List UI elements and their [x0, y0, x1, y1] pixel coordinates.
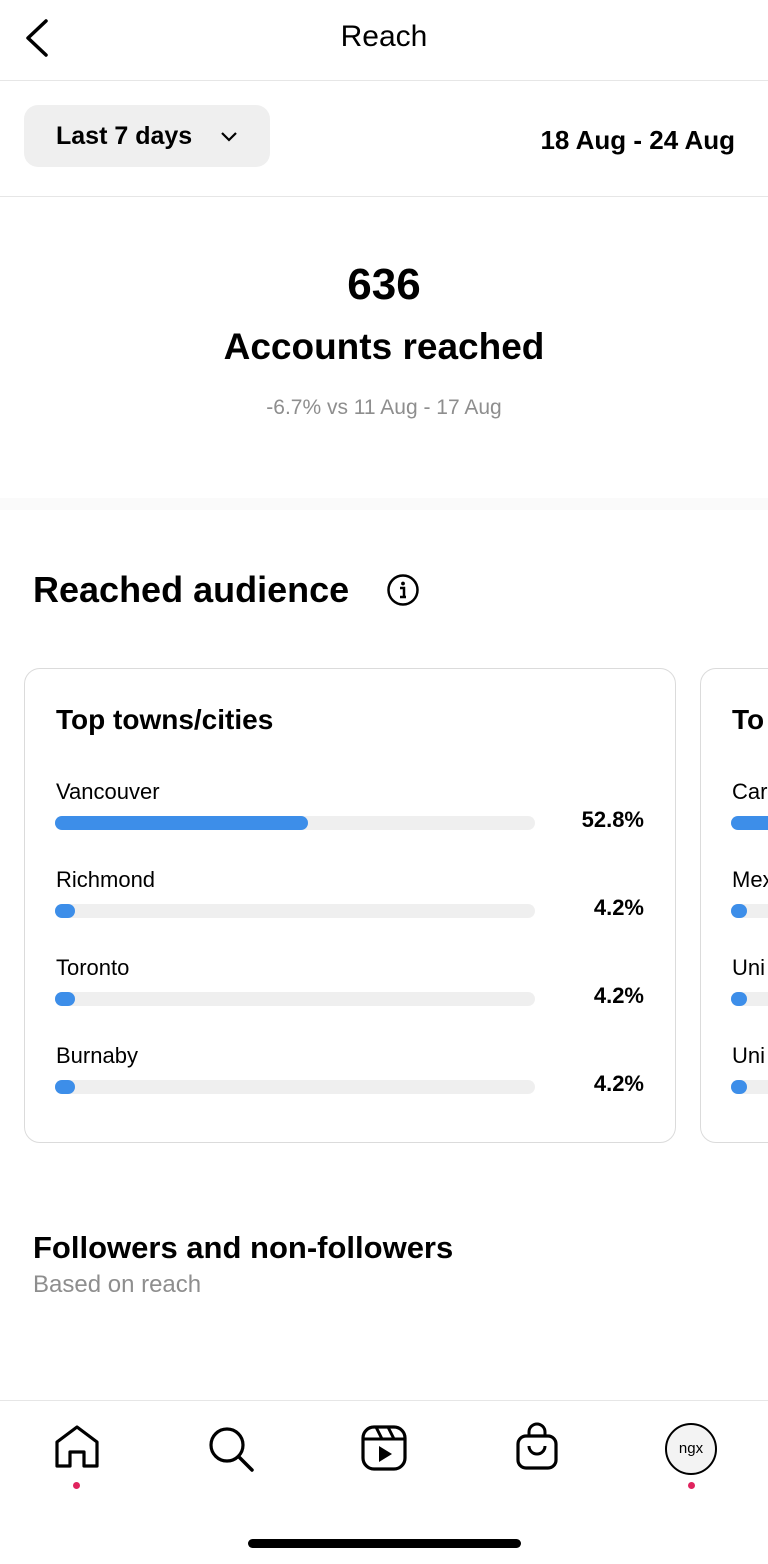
- notification-dot: [73, 1482, 80, 1489]
- date-range: 18 Aug - 24 Aug: [540, 125, 735, 155]
- profile-tab[interactable]: ngx: [665, 1423, 717, 1475]
- section-gap: [0, 498, 768, 510]
- city-name: Toronto: [56, 955, 130, 980]
- city-percent: 4.2%: [593, 983, 644, 1008]
- bar: [55, 1080, 76, 1094]
- bar: [55, 992, 76, 1006]
- bar-track: [55, 816, 535, 830]
- row-name: Uni: [732, 1043, 766, 1068]
- notification-dot: [688, 1482, 695, 1489]
- chevron: [221, 132, 237, 142]
- home-tab[interactable]: [52, 1424, 102, 1470]
- reach-count: 636: [347, 260, 421, 309]
- followers-subtitle: Based on reach: [33, 1271, 202, 1298]
- card-title: To: [732, 704, 765, 735]
- period-selector[interactable]: Last 7 days: [24, 105, 270, 167]
- card-title: Top towns/cities: [56, 704, 274, 735]
- reels-tab[interactable]: [360, 1424, 408, 1472]
- search-tab[interactable]: [206, 1424, 256, 1474]
- shop-tab[interactable]: [514, 1422, 560, 1472]
- comparison: -6.7% vs 11 Aug - 17 Aug: [266, 396, 502, 419]
- row-name: Uni: [732, 955, 766, 980]
- row-name: Mex: [732, 867, 768, 892]
- next-card[interactable]: To Car Mex Uni Uni: [700, 668, 768, 1143]
- divider: [0, 80, 768, 81]
- city-name: Richmond: [56, 867, 156, 892]
- city-percent: 4.2%: [593, 1071, 644, 1096]
- bar-fill: [731, 904, 747, 918]
- cities-card: Top towns/cities Vancouver 52.8% Richmond 4…: [24, 668, 676, 1143]
- home-indicator: [248, 1539, 521, 1548]
- bar-track: [731, 816, 768, 830]
- bar: [55, 904, 76, 918]
- city-name: Vancouver: [56, 779, 160, 804]
- bar-fill: [731, 1080, 747, 1094]
- bar-fill: [731, 992, 747, 1006]
- bar-track: [55, 1080, 535, 1094]
- back-button[interactable]: [22, 18, 52, 58]
- header-title: Reach: [340, 20, 428, 53]
- city-percent: 4.2%: [593, 895, 644, 920]
- section-title: Reached audience: [33, 569, 350, 610]
- city-name: Burnaby: [56, 1043, 138, 1068]
- row-name: Car: [732, 779, 768, 804]
- city-percent: 52.8%: [581, 807, 644, 832]
- bar-track: [55, 992, 535, 1006]
- divider: [0, 1400, 768, 1401]
- followers-title: Followers and non-followers: [33, 1230, 454, 1265]
- divider: [0, 196, 768, 197]
- info-icon[interactable]: [386, 573, 420, 607]
- bar: [55, 816, 309, 830]
- period-label: Last 7 days: [56, 122, 193, 150]
- bar-track: [55, 904, 535, 918]
- reach-label: Accounts reached: [223, 326, 545, 367]
